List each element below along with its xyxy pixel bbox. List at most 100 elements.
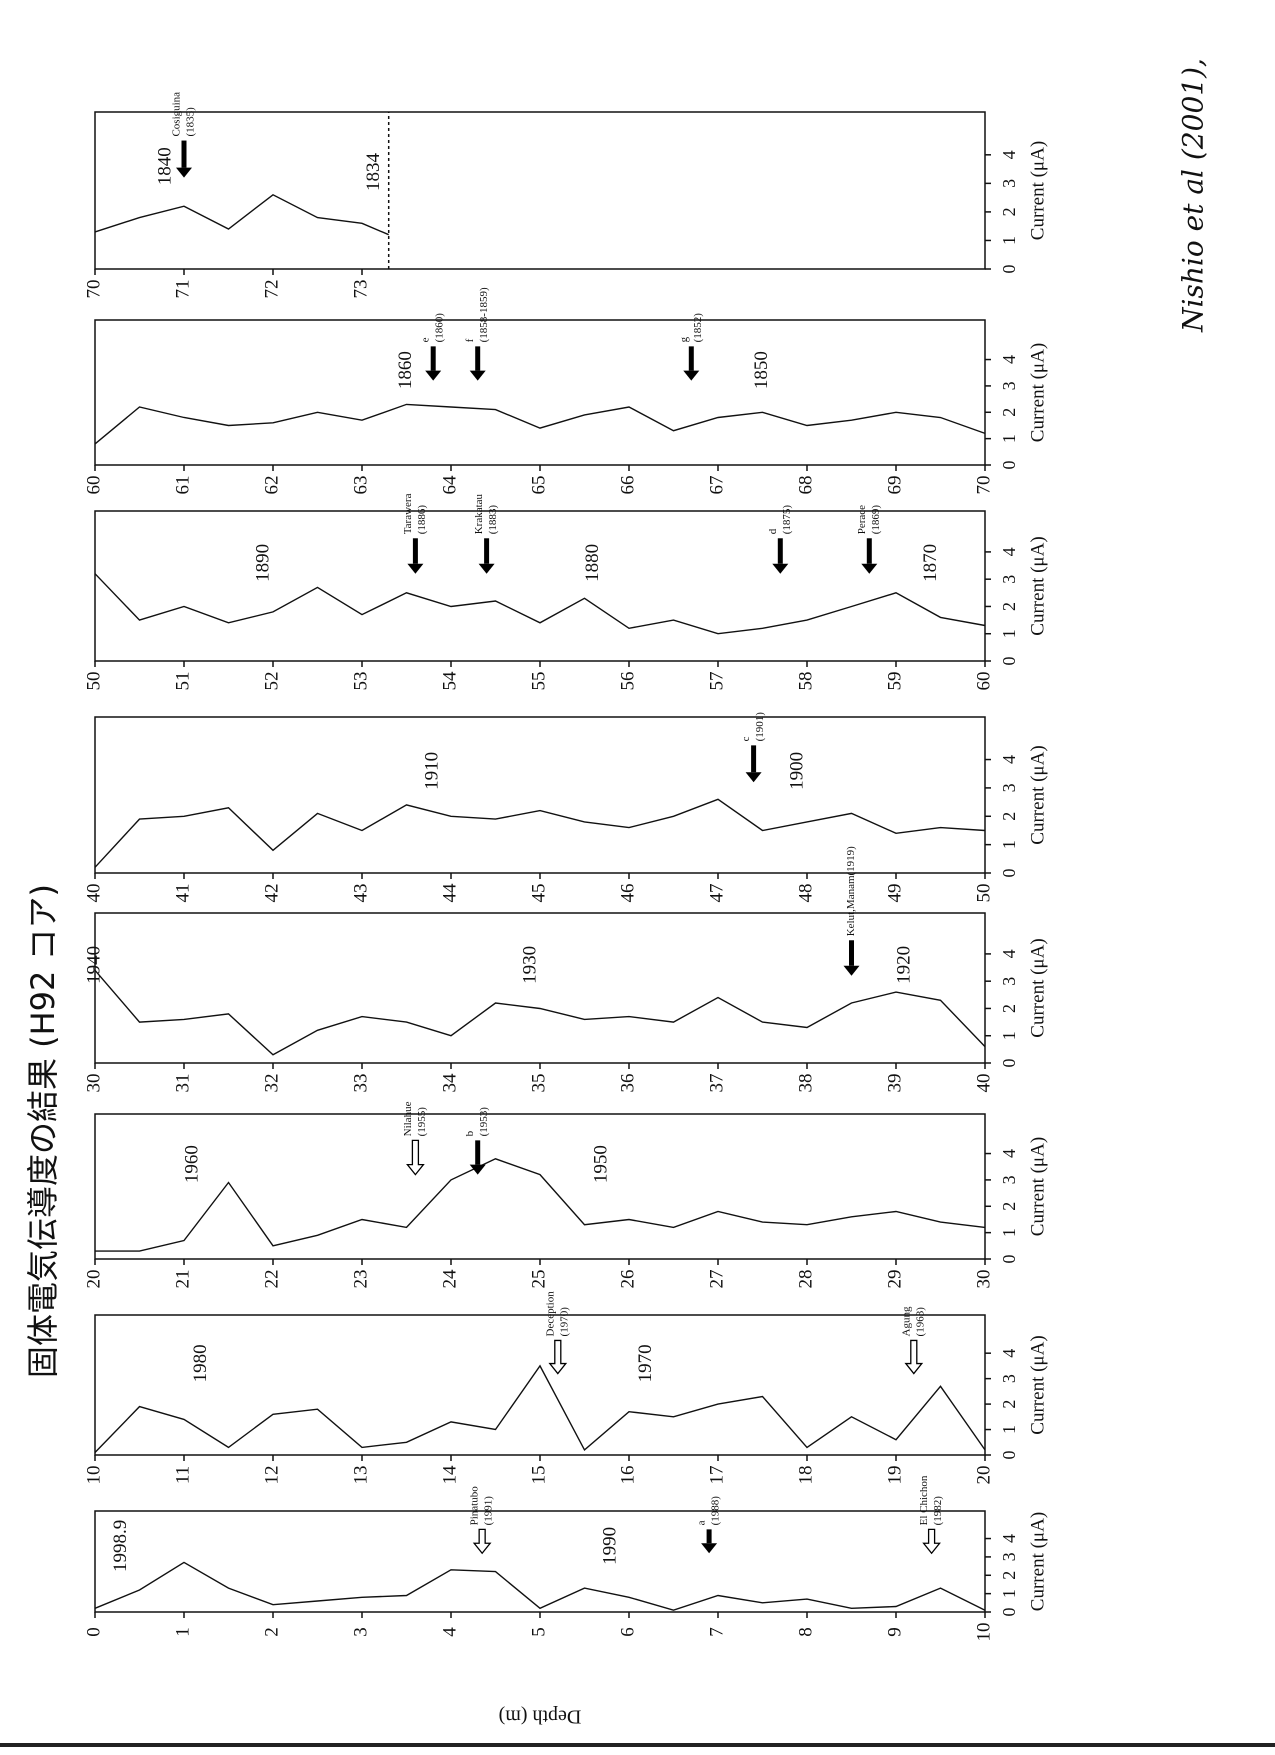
year-label: 1980	[190, 1344, 211, 1382]
arrow-head	[176, 167, 192, 178]
depth-tick-label: 22	[261, 1270, 282, 1289]
depth-tick-label: 30	[83, 1074, 104, 1093]
event-arrow	[861, 538, 878, 574]
event-arrow	[745, 745, 762, 783]
event-name: Agung	[900, 1306, 912, 1336]
depth-tick-label: 11	[172, 1466, 193, 1484]
current-axis-label: Current (μA)	[1027, 1335, 1048, 1434]
event-year: (1858-1859)	[478, 287, 490, 342]
depth-tick-label: 46	[617, 884, 638, 903]
year-label: 1960	[181, 1145, 202, 1183]
arrow-head	[701, 1543, 718, 1554]
event-year: (1869)	[870, 505, 882, 535]
event-year: (1970)	[558, 1307, 570, 1337]
depth-tick-label: 15	[528, 1466, 549, 1485]
depth-axis-label: Depth (m)	[499, 1705, 582, 1727]
depth-tick-label: 10	[973, 1623, 994, 1642]
year-label: 1870	[920, 544, 941, 582]
depth-tick-label: 56	[617, 672, 638, 691]
arrow-head	[469, 370, 486, 381]
depth-tick-label: 39	[884, 1074, 905, 1093]
year-label: 1970	[635, 1344, 656, 1382]
event-year: (1901)	[754, 712, 766, 742]
current-tick-label: 3	[999, 381, 1019, 390]
arrow-outline	[904, 1339, 924, 1375]
arrow-head	[772, 563, 789, 574]
current-tick-label: 0	[999, 1608, 1019, 1617]
depth-tick-label: 44	[439, 883, 460, 903]
arrow-outline	[548, 1339, 568, 1375]
current-tick-label: 2	[999, 1400, 1019, 1409]
current-tick-label: 1	[999, 1228, 1019, 1237]
event-year: (1963)	[914, 1307, 926, 1337]
depth-tick-label: 2	[261, 1627, 282, 1637]
current-tick-label: 1	[999, 629, 1019, 638]
depth-tick-label: 29	[884, 1270, 905, 1289]
current-tick-label: 0	[999, 657, 1019, 666]
depth-tick-label: 72	[261, 280, 282, 299]
current-tick-label: 0	[999, 265, 1019, 274]
depth-tick-label: 65	[528, 476, 549, 495]
depth-tick-label: 30	[973, 1270, 994, 1289]
current-tick-label: 3	[999, 575, 1019, 584]
current-tick-label: 1	[999, 1031, 1019, 1040]
depth-tick-label: 18	[795, 1466, 816, 1485]
depth-tick-label: 9	[884, 1627, 905, 1637]
event-name: Cosiguina	[171, 92, 183, 137]
event-arrow	[478, 538, 495, 574]
current-axis-label: Current (μA)	[1027, 536, 1048, 635]
depth-tick-label: 40	[973, 1074, 994, 1093]
event-year: (1953)	[478, 1107, 490, 1137]
depth-tick-label: 3	[350, 1627, 371, 1637]
depth-tick-label: 63	[350, 476, 371, 495]
event-arrow	[922, 1528, 941, 1555]
depth-tick-label: 26	[617, 1270, 638, 1289]
event-year: (1886)	[416, 505, 428, 535]
event-arrow	[701, 1529, 718, 1554]
event-name: d	[767, 528, 779, 534]
handwritten-note: Nishio et al (2001),	[1177, 58, 1210, 333]
current-axis-label: Current (μA)	[1027, 745, 1048, 844]
arrow-head	[478, 563, 495, 574]
depth-tick-label: 37	[706, 1074, 727, 1093]
year-label: 1900	[786, 752, 807, 790]
depth-tick-label: 4	[439, 1627, 460, 1637]
event-name: Nilahue	[402, 1101, 414, 1136]
event-name: Krakatau	[473, 493, 485, 534]
current-axis-label: Current (μA)	[1027, 1137, 1048, 1236]
depth-tick-label: 45	[528, 884, 549, 903]
depth-tick-label: 70	[973, 476, 994, 495]
current-trace	[94, 1561, 986, 1611]
current-tick-label: 2	[999, 1004, 1019, 1013]
depth-tick-label: 0	[83, 1627, 104, 1637]
current-tick-label: 4	[999, 755, 1019, 764]
depth-tick-label: 38	[795, 1074, 816, 1093]
current-tick-label: 1	[999, 434, 1019, 443]
event-year: (1875)	[781, 505, 793, 535]
current-tick-label: 3	[999, 977, 1019, 986]
event-arrow	[548, 1339, 568, 1375]
arrow-outline	[922, 1528, 941, 1555]
year-label: 1890	[252, 544, 273, 582]
depth-tick-label: 60	[973, 672, 994, 691]
depth-tick-label: 53	[350, 672, 371, 691]
event-name: Pinatubo	[469, 1486, 481, 1526]
depth-tick-label: 25	[528, 1270, 549, 1289]
event-year: (1982)	[932, 1496, 944, 1526]
event-year: (1991)	[483, 1496, 495, 1526]
current-tick-label: 1	[999, 1425, 1019, 1434]
depth-tick-label: 32	[261, 1074, 282, 1093]
year-label: 1998.9	[110, 1520, 131, 1572]
depth-tick-label: 69	[884, 476, 905, 495]
depth-tick-label: 57	[706, 672, 727, 691]
depth-tick-label: 23	[350, 1270, 371, 1289]
year-label: 1990	[600, 1527, 621, 1565]
depth-tick-label: 7	[706, 1627, 727, 1637]
depth-tick-label: 40	[83, 884, 104, 903]
event-name: a	[696, 1520, 708, 1525]
depth-tick-label: 14	[439, 1465, 460, 1485]
event-name: f	[464, 338, 476, 342]
arrow-head	[745, 772, 762, 783]
arrow-head	[861, 563, 878, 574]
